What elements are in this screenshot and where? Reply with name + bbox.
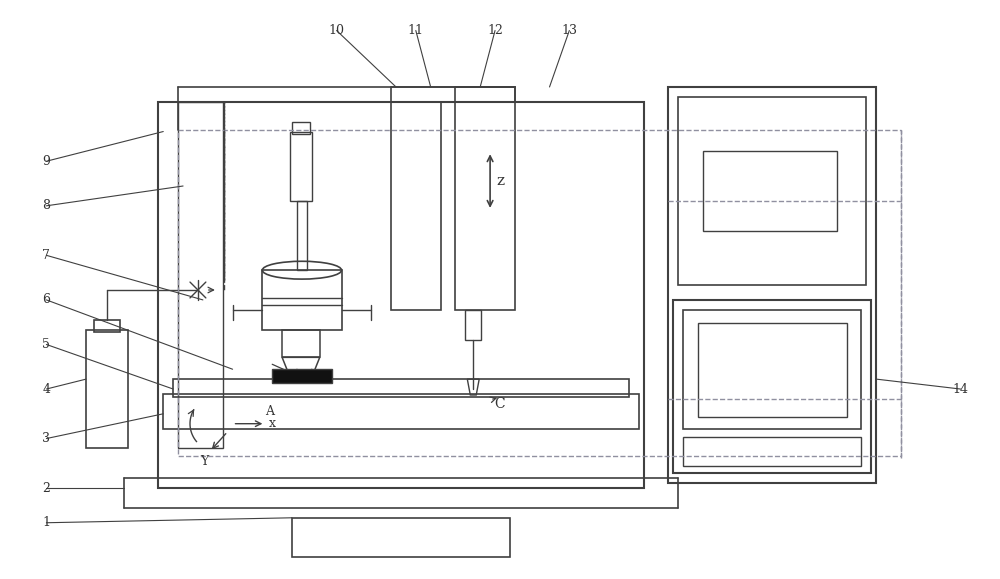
Bar [290,131,312,201]
Bar [262,270,342,329]
Text: 2: 2 [42,482,50,494]
Text: C: C [495,397,505,411]
Text: 7: 7 [42,249,50,262]
Bar [178,130,901,456]
Bar [683,310,861,428]
Text: 14: 14 [953,383,969,395]
Bar [297,201,307,270]
Bar [163,394,639,428]
Text: 12: 12 [487,24,503,37]
Bar [455,87,515,310]
Text: 6: 6 [42,294,50,306]
Bar [703,151,837,230]
Text: 4: 4 [42,383,50,395]
Text: 10: 10 [329,24,345,37]
Bar [173,379,629,397]
Text: 13: 13 [561,24,577,37]
Bar [292,122,310,134]
Bar [668,87,876,483]
Bar [678,97,866,285]
Bar [683,437,861,466]
Bar [465,310,481,339]
Bar [94,320,120,332]
Text: A: A [265,405,274,418]
Text: x: x [269,417,276,430]
Text: 5: 5 [42,338,50,351]
Bar [272,369,332,383]
Text: 9: 9 [42,155,50,168]
Bar [282,329,320,357]
Text: 1: 1 [42,516,50,529]
Bar [673,300,871,473]
Bar [86,329,128,449]
Text: 8: 8 [42,199,50,212]
Bar [178,102,223,449]
Bar [698,323,847,417]
Bar [292,518,510,558]
Text: 11: 11 [408,24,424,37]
Text: 3: 3 [42,432,50,445]
Bar [158,102,644,488]
Text: z: z [496,174,504,188]
Bar [391,102,441,310]
Text: Y: Y [200,455,208,468]
